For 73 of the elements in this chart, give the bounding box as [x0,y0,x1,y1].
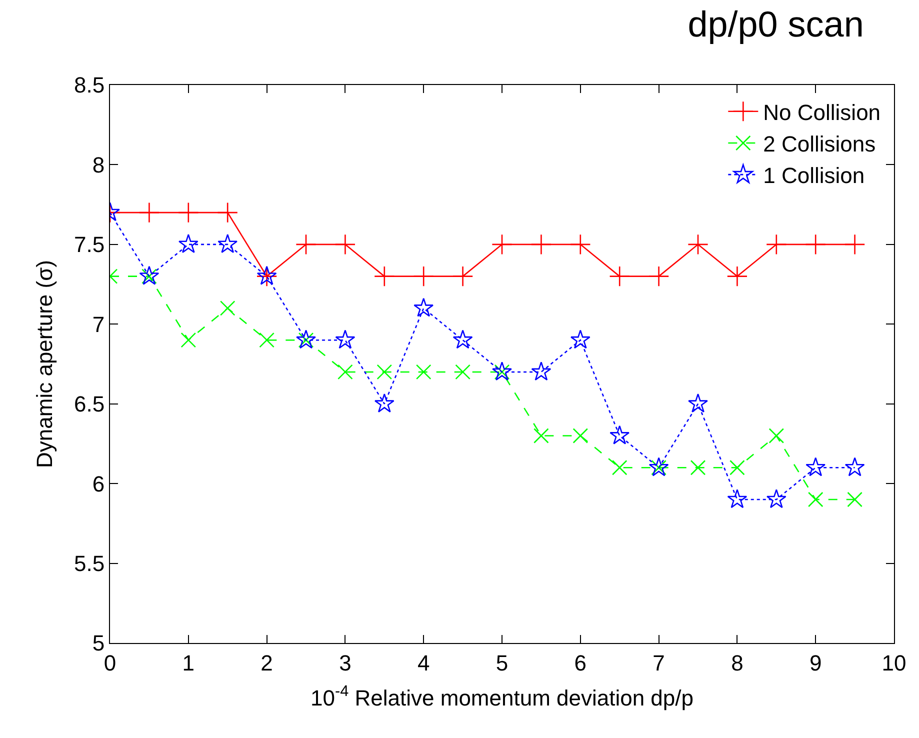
legend-label: 2 Collisions [763,132,876,157]
point [374,393,394,412]
x-tick-label: 4 [417,650,430,676]
x-tick-label: 3 [339,650,352,676]
y-tick-label: 7.5 [74,232,105,258]
point [570,234,591,255]
x-tick-label: 7 [652,650,665,676]
point [374,266,395,287]
point [335,330,356,349]
y-tick-label: 6.5 [74,392,105,417]
y-tick-label: 8.5 [74,72,105,98]
point [531,362,552,381]
point [338,364,353,380]
point [844,234,866,255]
point [805,234,826,255]
y-tick-label: 6 [92,471,105,496]
point [218,234,238,254]
point [416,364,432,380]
x-tick-label: 8 [731,650,744,676]
point [726,266,748,287]
y-tick-label: 7 [92,312,105,337]
y-tick-label: 5.5 [74,550,105,576]
point [455,364,470,380]
point [730,460,745,476]
point [844,457,865,476]
x-axis-title: 10$^{-4}$ Relative momentum deviation dp/p [310,683,694,710]
point [180,332,196,348]
y-tick-label: 5 [92,630,105,656]
point [220,300,236,316]
legend-label: No Collision [763,100,881,125]
y-axis-title: Dynamic aperture (σ) [32,260,57,468]
point [570,330,590,349]
point [334,234,356,255]
point [847,492,862,508]
x-tick-label: 10 [882,650,906,676]
point [690,460,706,476]
point [530,234,552,255]
x-tick-label: 5 [496,650,508,676]
point [766,489,786,508]
point [178,202,199,223]
point [806,457,826,476]
x-tick-label: 9 [809,650,822,676]
point [414,298,434,317]
y-tick-label: 8 [92,152,105,178]
point [452,330,473,349]
point [492,234,512,255]
point [376,364,392,380]
chart-title: dp/p0 scan [688,3,864,44]
x-tick-label: 1 [182,650,195,676]
x-tick-label: 2 [260,650,273,676]
legend-label: 1 Collision [763,163,865,188]
point [534,428,549,444]
point [768,428,784,444]
point [688,234,708,255]
point [296,234,316,255]
point [727,489,748,508]
point [452,266,474,287]
point [572,428,588,444]
point [138,202,160,223]
point [178,234,198,254]
point [766,234,787,255]
point [610,425,630,444]
point [688,393,708,412]
point [808,492,824,508]
x-tick-label: 0 [104,650,116,676]
point [609,266,630,287]
point [413,266,434,287]
point [612,460,628,476]
x-tick-label: 6 [574,650,587,676]
point [259,332,274,348]
point [217,202,238,223]
point [648,266,670,287]
point [139,266,160,285]
